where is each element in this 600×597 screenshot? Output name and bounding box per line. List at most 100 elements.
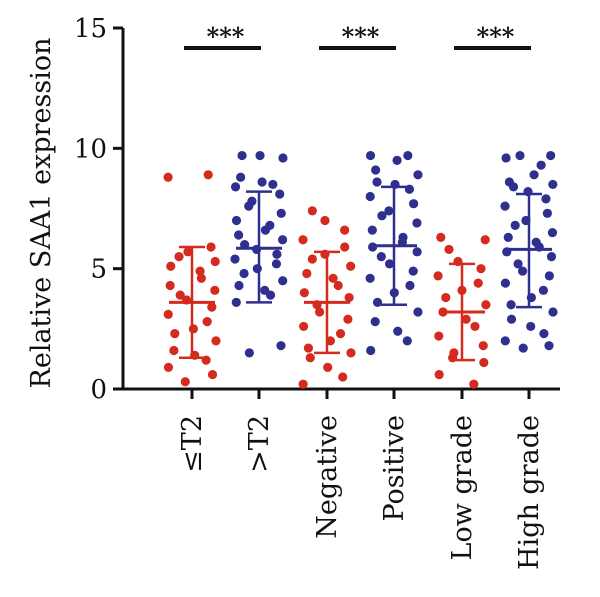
data-point [244, 348, 254, 358]
significance-label: *** [477, 22, 515, 51]
x-tick-label: Low grade [447, 415, 478, 560]
data-point [323, 362, 333, 372]
data-point [307, 206, 317, 216]
significance-label: *** [207, 22, 245, 51]
data-point [372, 177, 382, 187]
data-point [506, 300, 516, 310]
data-point [275, 189, 285, 199]
data-point [539, 329, 549, 339]
data-point [365, 150, 376, 161]
data-point [268, 179, 278, 190]
data-point [338, 372, 348, 382]
data-point [541, 194, 551, 204]
data-point [276, 341, 286, 351]
data-point [470, 321, 480, 332]
data-point [412, 218, 422, 228]
y-tick-label: 15 [74, 14, 107, 44]
x-tick-label: ≤T2 [177, 415, 208, 473]
data-point [271, 259, 282, 269]
data-point [346, 348, 356, 358]
data-point [265, 290, 276, 300]
data-point [305, 353, 315, 363]
x-tick-label: Negative [312, 415, 343, 539]
data-point [303, 343, 314, 353]
data-point [408, 266, 418, 276]
y-tick-label: 10 [74, 134, 107, 164]
data-point [302, 268, 312, 279]
data-point [481, 300, 491, 310]
data-point [444, 244, 454, 255]
data-point [513, 259, 523, 269]
data-point [183, 247, 193, 257]
data-point [328, 273, 338, 283]
data-point [544, 271, 554, 281]
data-point [276, 208, 286, 218]
data-point [518, 343, 528, 353]
data-point [340, 225, 350, 235]
data-point [503, 232, 513, 242]
data-point [546, 252, 557, 262]
data-point [257, 177, 267, 187]
data-point [413, 170, 423, 180]
data-point [405, 280, 415, 291]
data-point [412, 247, 422, 257]
data-point [476, 264, 486, 274]
data-point [207, 369, 218, 380]
data-point [515, 150, 525, 161]
data-point [170, 329, 180, 339]
data-point [403, 150, 413, 161]
data-point [210, 256, 220, 267]
data-point [163, 309, 173, 319]
data-point [473, 278, 483, 288]
data-point [307, 254, 317, 264]
data-point [370, 317, 380, 327]
data-point [260, 225, 271, 235]
data-point [299, 288, 309, 298]
data-point [392, 155, 402, 165]
data-point [434, 331, 444, 341]
data-point [500, 278, 511, 288]
data-point [278, 276, 288, 286]
data-point [320, 215, 330, 226]
data-point [469, 379, 479, 389]
data-point [163, 362, 174, 372]
data-point [404, 184, 415, 194]
data-point [165, 280, 175, 291]
data-point [344, 292, 354, 303]
data-point [384, 206, 394, 216]
data-point [433, 271, 443, 281]
data-point [461, 314, 471, 324]
data-point [508, 182, 519, 192]
data-point [441, 292, 451, 303]
data-point [335, 329, 346, 339]
data-point [166, 261, 176, 271]
significance-label: *** [342, 22, 380, 51]
labels: 0 5 10 15 ≤T2 >T2 Negative Positive Low grade Hig… [74, 14, 545, 570]
data-point [230, 182, 241, 192]
data-point [207, 302, 217, 312]
data-point [298, 379, 308, 389]
axes [113, 26, 560, 399]
data-point [175, 290, 185, 300]
x-tick-label: >T2 [244, 415, 275, 473]
y-tick-label: 5 [90, 255, 107, 285]
data-point [333, 280, 343, 291]
data-point [169, 345, 179, 356]
data-point [506, 314, 517, 324]
data-point [188, 324, 198, 334]
data-point [546, 150, 556, 161]
data-point [340, 242, 350, 252]
data-point [376, 252, 386, 262]
data-point [203, 170, 213, 180]
y-axis-title: Relative SAA1 expression [26, 38, 57, 389]
data-point [548, 307, 558, 317]
data-point [230, 254, 240, 264]
data-point [501, 153, 511, 163]
data-point [372, 297, 383, 307]
data-point [377, 211, 387, 221]
data-point [536, 160, 546, 170]
data-point [529, 170, 539, 180]
data-point [538, 285, 548, 295]
data-point [517, 266, 528, 276]
data-point [510, 220, 520, 230]
